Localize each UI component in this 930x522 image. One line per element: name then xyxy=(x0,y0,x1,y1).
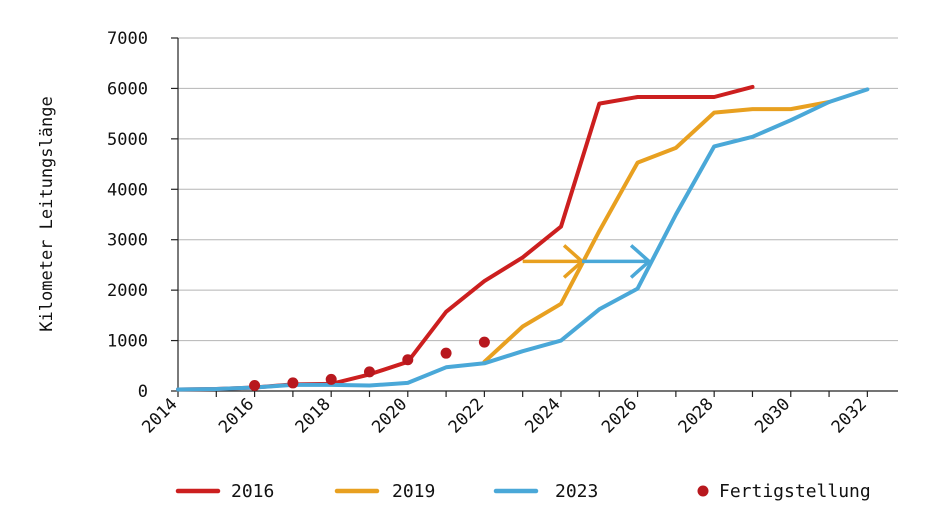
y-tick-label: 7000 xyxy=(107,29,148,49)
x-tick-label: 2020 xyxy=(368,394,411,437)
y-axis-label: Kilometer Leitungslänge xyxy=(37,96,57,331)
legend-label: 2023 xyxy=(555,481,598,502)
axes xyxy=(171,37,898,397)
y-tick-label: 6000 xyxy=(107,79,148,99)
completion-point xyxy=(249,379,261,391)
y-tick-label: 2000 xyxy=(107,281,148,301)
arrow-head xyxy=(629,244,652,279)
y-tick-label: 5000 xyxy=(107,130,148,150)
series-line-2019 xyxy=(482,100,832,364)
x-tick-label: 2032 xyxy=(828,394,871,437)
completion-point xyxy=(440,347,452,359)
legend: 2016 2019 2023 Fertigstellung xyxy=(175,481,871,502)
legend-label: 2016 xyxy=(231,481,274,502)
x-tick-label: 2024 xyxy=(521,394,564,437)
completion-point xyxy=(363,366,375,378)
legend-marker xyxy=(697,485,709,497)
x-tick-label: 2022 xyxy=(445,394,488,437)
x-tick-label: 2026 xyxy=(598,394,641,437)
x-tick-label: 2030 xyxy=(751,394,794,437)
legend-label: 2019 xyxy=(392,481,435,502)
completion-point xyxy=(325,373,337,385)
shift-arrows xyxy=(522,244,652,279)
y-tick-label: 1000 xyxy=(107,332,148,352)
completion-point xyxy=(478,336,490,348)
x-tick-label: 2018 xyxy=(292,394,335,437)
y-tick-label: 4000 xyxy=(107,180,148,200)
y-tick-label: 0 xyxy=(138,382,148,402)
series-line-2016 xyxy=(176,84,755,392)
gridlines xyxy=(178,37,898,342)
series-lines xyxy=(176,84,870,392)
x-tick-labels: 2014 2016 2018 2020 2022 2024 2026 2028 2030 2032 xyxy=(138,394,870,437)
x-tick-label: 2028 xyxy=(675,394,718,437)
legend-label: Fertigstellung xyxy=(719,481,871,502)
completion-point xyxy=(402,354,414,366)
completion-points xyxy=(249,336,490,391)
y-tick-labels: 0 1000 2000 3000 4000 5000 6000 7000 xyxy=(107,29,148,402)
y-tick-label: 3000 xyxy=(107,231,148,251)
completion-point xyxy=(287,377,299,389)
x-tick-label: 2016 xyxy=(215,394,258,437)
